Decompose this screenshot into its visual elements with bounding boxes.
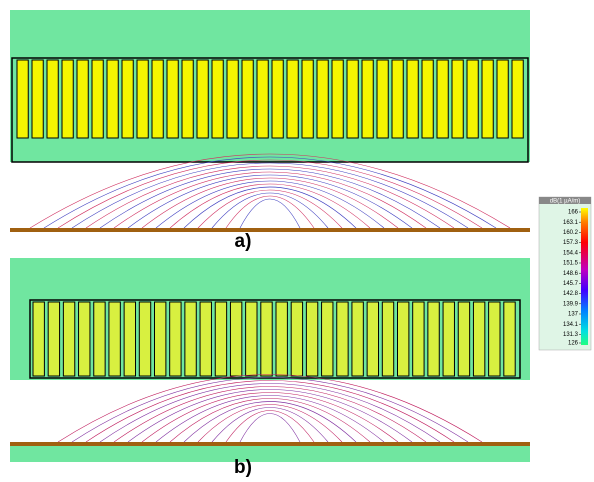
bar	[246, 302, 257, 376]
bar	[458, 302, 469, 376]
colorbar-tick-label: 154.4	[563, 250, 579, 256]
bar	[302, 60, 313, 138]
bar	[261, 302, 272, 376]
bar	[437, 60, 448, 138]
bar	[306, 302, 317, 376]
bar	[291, 302, 302, 376]
bar	[48, 302, 59, 376]
bar	[107, 60, 118, 138]
bar	[230, 302, 241, 376]
bar	[182, 60, 193, 138]
bar	[92, 60, 103, 138]
bar	[124, 302, 135, 376]
bar	[137, 60, 148, 138]
colorbar-tick-label: 163.1	[563, 220, 579, 226]
bar	[122, 60, 133, 138]
bar	[452, 60, 463, 138]
colorbar-tick-label: 137	[568, 312, 579, 318]
bar	[215, 302, 226, 376]
bar	[152, 60, 163, 138]
bar	[242, 60, 253, 138]
colorbar: dB(1 µA/m) 166 163.1 160.2 157.3 154.4 151.5 1…	[539, 197, 591, 350]
bar	[489, 302, 500, 376]
bar	[407, 60, 418, 138]
colorbar-tick-label: 131.3	[563, 332, 579, 338]
bar	[347, 60, 358, 138]
bar	[77, 60, 88, 138]
colorbar-tick-label: 145.7	[563, 281, 579, 287]
bar	[200, 302, 211, 376]
bar	[377, 60, 388, 138]
bar	[317, 60, 328, 138]
bar	[33, 302, 44, 376]
panel-b-plot	[10, 258, 530, 462]
colorbar-title: dB(1 µA/m)	[550, 199, 580, 205]
bar	[257, 60, 268, 138]
bar	[79, 302, 90, 376]
bar	[109, 302, 120, 376]
bar	[94, 302, 105, 376]
bar	[332, 60, 343, 138]
bar	[287, 60, 298, 138]
bar	[272, 60, 283, 138]
colorbar-tick-label: 160.2	[563, 230, 579, 236]
bar	[482, 60, 493, 138]
bar	[443, 302, 454, 376]
figure: a) b) dB(1 µA/m) 166 163.1 160.2 157.3 154.4…	[0, 0, 594, 482]
colorbar-tick-label: 166	[568, 210, 579, 216]
bar	[362, 60, 373, 138]
bar	[504, 302, 515, 376]
bar	[398, 302, 409, 376]
bar	[367, 302, 378, 376]
bar	[32, 60, 43, 138]
bar	[185, 302, 196, 376]
bar	[227, 60, 238, 138]
panel-label: a)	[235, 231, 252, 252]
colorbar-tick-label: 126	[568, 341, 579, 347]
bar	[17, 60, 28, 138]
colorbar-tick-label: 142.8	[563, 291, 579, 297]
bar	[413, 302, 424, 376]
bar	[170, 302, 181, 376]
colorbar-tick-label: 134.1	[563, 322, 579, 328]
colorbar-tick-label: 139.9	[563, 301, 579, 307]
bar	[62, 60, 73, 138]
bar	[167, 60, 178, 138]
bar	[212, 60, 223, 138]
bar	[467, 60, 478, 138]
colorbar-tick-label: 157.3	[563, 240, 579, 246]
bar	[139, 302, 150, 376]
bar	[276, 302, 287, 376]
bar	[428, 302, 439, 376]
bar	[422, 60, 433, 138]
bar	[197, 60, 208, 138]
colorbar-tick-label: 151.5	[563, 261, 579, 267]
bar	[337, 302, 348, 376]
bar	[512, 60, 523, 138]
bar	[47, 60, 58, 138]
bar	[352, 302, 363, 376]
bar	[322, 302, 333, 376]
bar	[382, 302, 393, 376]
bar	[155, 302, 166, 376]
panel-a-plot	[10, 10, 530, 232]
bar	[497, 60, 508, 138]
bar	[473, 302, 484, 376]
bar	[392, 60, 403, 138]
colorbar-tick-label: 148.6	[563, 271, 579, 277]
bar	[63, 302, 74, 376]
panel-label: b)	[234, 457, 252, 478]
figure-canvas: a) b) dB(1 µA/m) 166 163.1 160.2 157.3 154.4…	[0, 0, 594, 482]
